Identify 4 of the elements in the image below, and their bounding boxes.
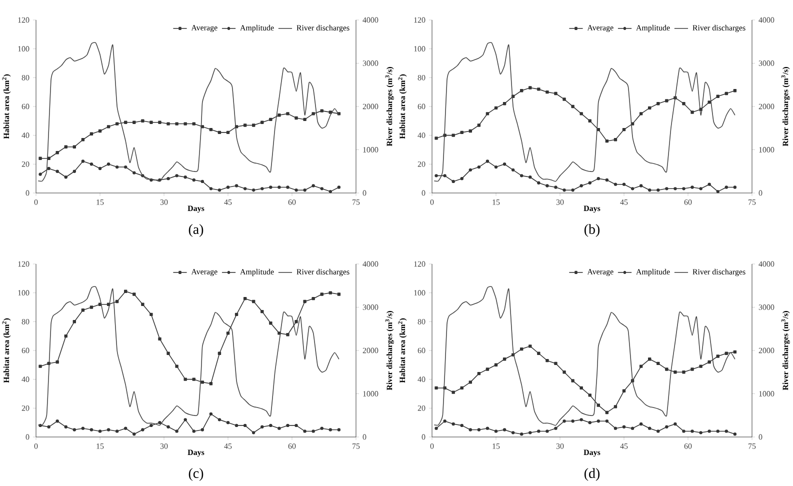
text: (a) xyxy=(188,224,204,237)
text: (d) xyxy=(584,468,600,481)
text: (c) xyxy=(188,468,204,481)
text: (b) xyxy=(584,224,600,237)
